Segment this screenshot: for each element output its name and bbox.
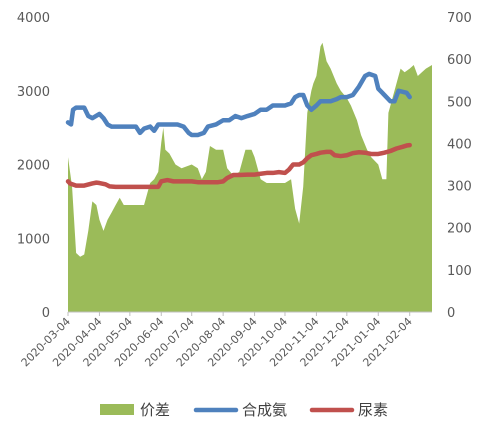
y-right-tick-label: 400 bbox=[447, 137, 472, 152]
legend-item-0: 价差 bbox=[100, 401, 170, 419]
y-right-tick-label: 300 bbox=[447, 180, 472, 195]
y-left-tick-label: 1000 bbox=[17, 232, 50, 247]
x-tick-labels: 2020-03-042020-04-042020-05-042020-06-04… bbox=[19, 312, 415, 369]
line-series-2 bbox=[65, 142, 412, 190]
y-right-tick-label: 700 bbox=[447, 11, 472, 26]
y-right-tick-label: 0 bbox=[447, 306, 455, 321]
area-layer bbox=[68, 42, 432, 313]
y-right-tick-label: 200 bbox=[447, 222, 472, 237]
legend-label: 尿素 bbox=[358, 401, 388, 419]
legend: 价差 合成氨 尿素 bbox=[100, 401, 388, 419]
y-right-tick-label: 500 bbox=[447, 95, 472, 110]
legend-swatch bbox=[100, 404, 134, 415]
legend-item-2: 尿素 bbox=[309, 401, 388, 419]
y-left-tick-label: 3000 bbox=[17, 85, 50, 100]
y-right-tick-label: 100 bbox=[447, 264, 472, 279]
line-series-1 bbox=[65, 71, 412, 138]
y-right-tick-label: 600 bbox=[447, 53, 472, 68]
y-right-tick-labels: 0 100 200 300 400 500 600 700 bbox=[447, 11, 472, 321]
y-left-tick-label: 0 bbox=[42, 306, 50, 321]
legend-item-1: 合成氨 bbox=[193, 401, 287, 419]
area-series-0 bbox=[68, 42, 432, 313]
y-left-tick-label: 4000 bbox=[17, 11, 50, 26]
legend-label: 价差 bbox=[140, 401, 170, 419]
line-layer bbox=[65, 71, 412, 190]
legend-label: 合成氨 bbox=[242, 401, 287, 419]
y-left-tick-label: 2000 bbox=[17, 159, 50, 174]
y-left-tick-labels: 0 1000 2000 3000 4000 bbox=[17, 11, 50, 321]
